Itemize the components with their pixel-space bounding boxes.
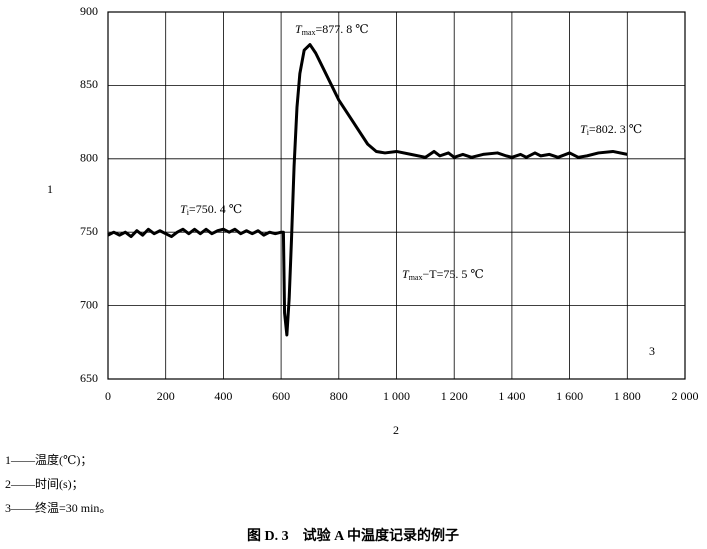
x-tick-label: 1 600 xyxy=(556,389,583,403)
note: 3——终温=30 min。 xyxy=(5,500,111,515)
x-tick-label: 1 200 xyxy=(441,389,468,403)
x-tick-label: 200 xyxy=(157,389,175,403)
x-tick-label: 400 xyxy=(214,389,232,403)
annotation-symbol: T xyxy=(295,22,303,36)
annotation: Tmax−T=75. 5 ℃ xyxy=(402,267,484,282)
annotation-subscript: max xyxy=(302,28,316,37)
annotation-value: =750. 4 ℃ xyxy=(189,202,242,216)
x-tick-label: 800 xyxy=(330,389,348,403)
annotation-symbol: T xyxy=(180,202,188,216)
annotation-value: −T=75. 5 ℃ xyxy=(422,267,483,281)
note: 1——温度(℃)； xyxy=(5,452,92,467)
annotation-symbol: T xyxy=(580,122,588,136)
caption: 图 D. 3 试验 A 中温度记录的例子 xyxy=(247,527,459,544)
x-tick-label: 600 xyxy=(272,389,290,403)
y-tick-label: 850 xyxy=(80,77,98,91)
y-tick-label: 650 xyxy=(80,371,98,385)
annotation-subscript: i xyxy=(187,208,190,217)
annotation-subscript: i xyxy=(587,128,590,137)
corner-label: 3 xyxy=(649,344,655,358)
annotation-symbol: T xyxy=(402,267,410,281)
note: 2——时间(s)； xyxy=(5,477,84,491)
x-tick-label: 2 000 xyxy=(672,389,699,403)
y-tick-label: 800 xyxy=(80,151,98,165)
line-series xyxy=(107,43,628,337)
annotation-value: =877. 8 ℃ xyxy=(315,22,368,36)
x-tick-label: 1 400 xyxy=(498,389,525,403)
annotation: Ti=802. 3 ℃ xyxy=(580,122,642,137)
y-axis-label: 1 xyxy=(47,182,53,196)
x-tick-label: 0 xyxy=(105,389,111,403)
x-axis-label: 2 xyxy=(393,423,399,437)
annotation: Tmax=877. 8 ℃ xyxy=(295,22,369,37)
x-tick-label: 1 800 xyxy=(614,389,641,403)
x-tick-label: 1 000 xyxy=(383,389,410,403)
y-tick-label: 900 xyxy=(80,4,98,18)
annotation: Ti=750. 4 ℃ xyxy=(180,202,242,217)
annotation-subscript: max xyxy=(409,273,423,282)
y-tick-label: 700 xyxy=(80,297,98,311)
annotation-value: =802. 3 ℃ xyxy=(589,122,642,136)
y-tick-label: 750 xyxy=(80,224,98,238)
